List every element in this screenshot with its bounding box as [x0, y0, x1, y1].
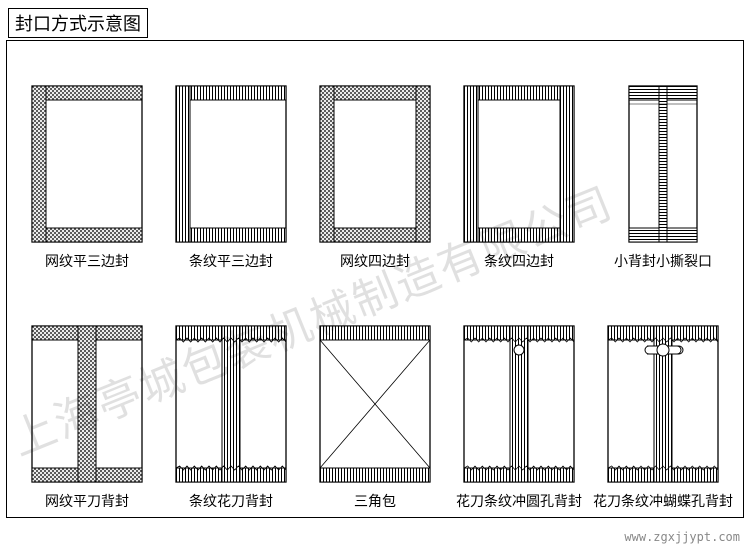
- bag-cell-stripe-bfly-hole: 花刀条纹冲蝴蝶孔背封: [593, 325, 733, 511]
- bag-caption: 花刀条纹冲蝴蝶孔背封: [593, 491, 733, 511]
- bag-illustration: [628, 85, 698, 243]
- bag-illustration: [463, 85, 575, 243]
- bag-illustration: [319, 85, 431, 243]
- bag-caption: 三角包: [354, 491, 396, 511]
- bag-illustration: [31, 325, 143, 483]
- bag-caption: 网纹四边封: [340, 251, 410, 271]
- bag-caption: 小背封小撕裂口: [614, 251, 712, 271]
- bag-cell-mesh-flat-3side: 网纹平三边封: [17, 85, 157, 271]
- bag-illustration: [31, 85, 143, 243]
- bag-illustration: [463, 325, 575, 483]
- bag-illustration: [175, 85, 287, 243]
- bag-cell-stripe-4side: 条纹四边封: [449, 85, 589, 271]
- bag-caption: 花刀条纹冲圆孔背封: [456, 491, 582, 511]
- bag-caption: 网纹平三边封: [45, 251, 129, 271]
- bag-cell-stripe-flat-3side: 条纹平三边封: [161, 85, 301, 271]
- bag-caption: 网纹平刀背封: [45, 491, 129, 511]
- bag-illustration: [319, 325, 431, 483]
- bag-illustration: [607, 325, 719, 483]
- bag-cell-mesh-4side: 网纹四边封: [305, 85, 445, 271]
- bag-caption: 条纹花刀背封: [189, 491, 273, 511]
- bag-caption: 条纹四边封: [484, 251, 554, 271]
- bag-cell-triangle-pack: 三角包: [305, 325, 445, 511]
- bag-cell-stripe-round-hole: 花刀条纹冲圆孔背封: [449, 325, 589, 511]
- footer-url: www.zgxjjypt.com: [624, 530, 740, 544]
- diagram-title: 封口方式示意图: [8, 8, 148, 38]
- diagram-frame: 网纹平三边封 条纹平三边封 网纹四边封: [6, 40, 744, 518]
- bag-cell-mesh-flat-back: 网纹平刀背封: [17, 325, 157, 511]
- bag-illustration: [175, 325, 287, 483]
- bag-cell-small-back-tear: 小背封小撕裂口: [593, 85, 733, 271]
- bag-cell-stripe-cut-back: 条纹花刀背封: [161, 325, 301, 511]
- bag-caption: 条纹平三边封: [189, 251, 273, 271]
- row-top: 网纹平三边封 条纹平三边封 网纹四边封: [7, 51, 743, 271]
- row-bottom: 网纹平刀背封 条纹花刀背封 三角包: [7, 291, 743, 511]
